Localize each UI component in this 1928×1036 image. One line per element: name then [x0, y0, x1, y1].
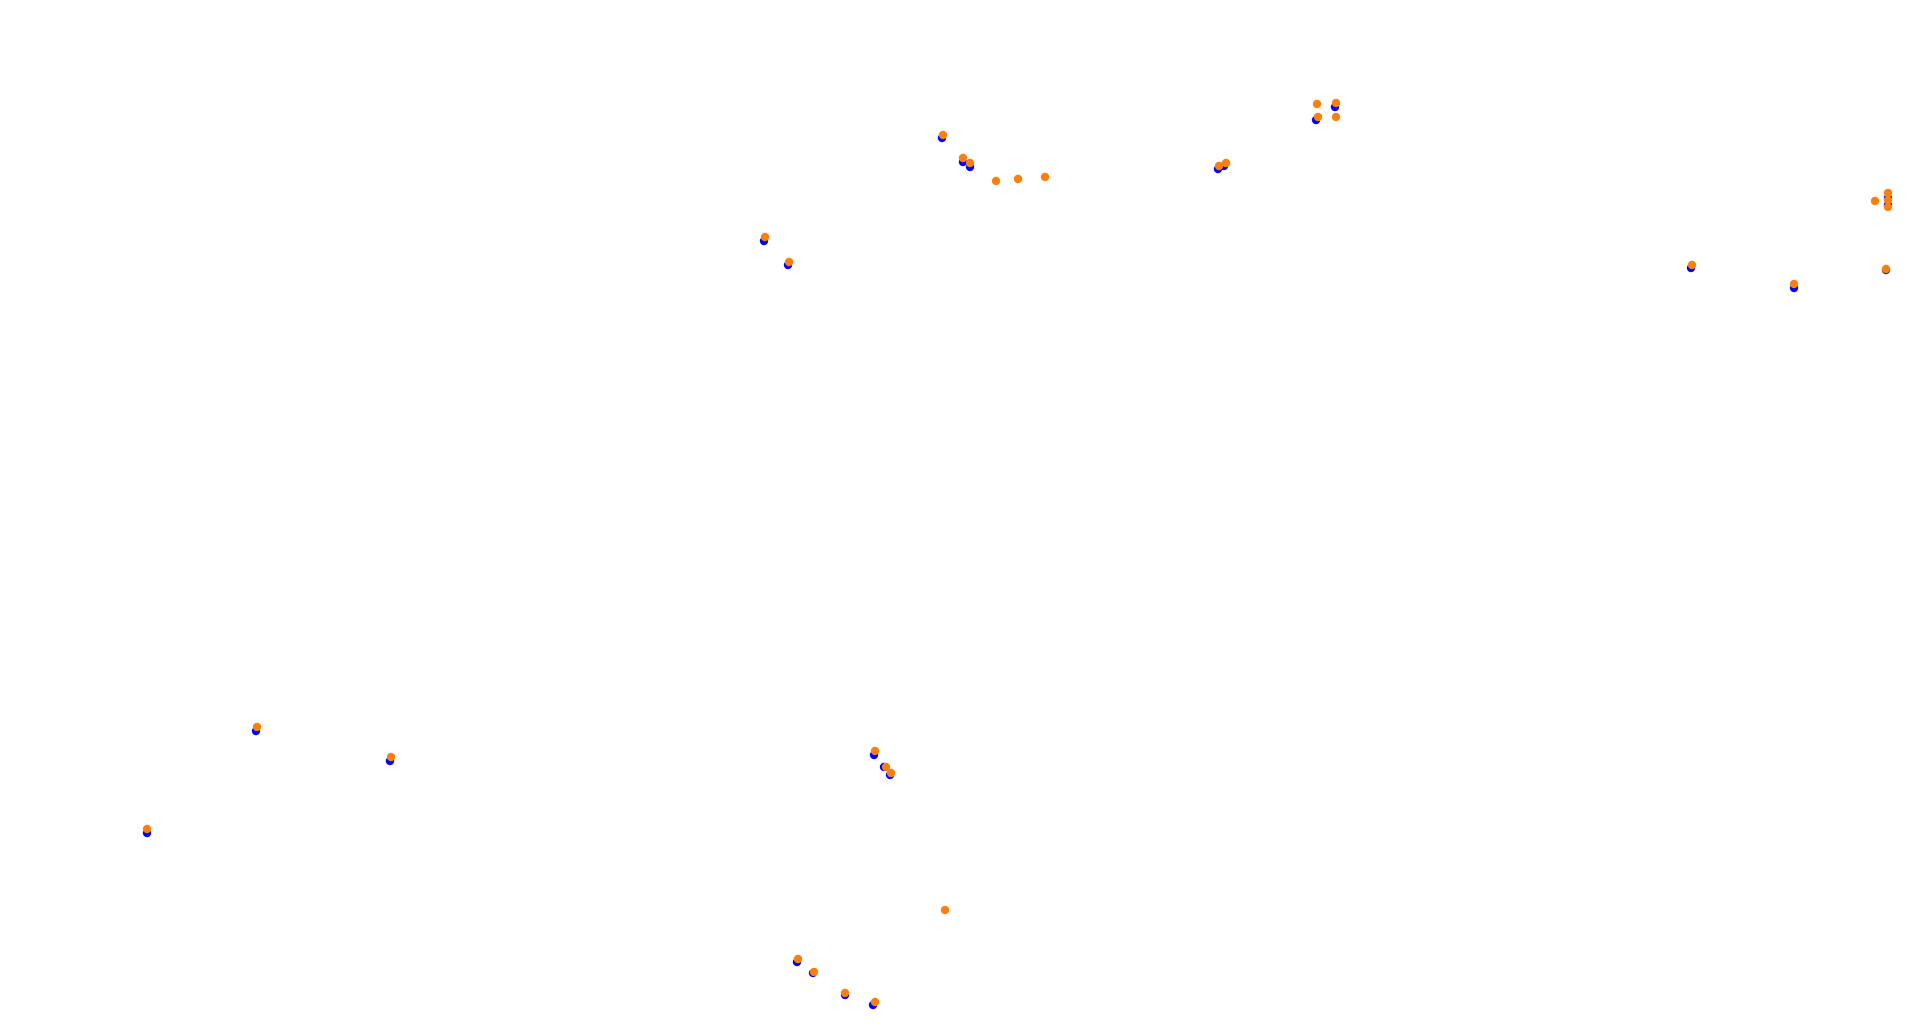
data-point-1-7	[965, 158, 975, 168]
data-point-1-30	[1883, 195, 1893, 205]
data-point-1-0	[142, 824, 152, 834]
data-point-1-17	[870, 746, 880, 756]
data-point-1-18	[881, 762, 891, 772]
data-point-1-12	[1221, 158, 1231, 168]
data-point-1-29	[1883, 188, 1893, 198]
data-point-1-13	[1312, 99, 1322, 109]
data-point-1-25	[1687, 260, 1697, 270]
data-point-1-23	[840, 988, 850, 998]
data-point-1-11	[1214, 161, 1224, 171]
data-point-1-28	[1881, 264, 1891, 274]
data-point-1-24	[870, 997, 880, 1007]
data-point-1-16	[1331, 112, 1341, 122]
data-point-1-31	[1883, 202, 1893, 212]
data-point-1-5	[938, 130, 948, 140]
data-point-1-20	[940, 905, 950, 915]
series-layer	[142, 98, 1893, 1010]
data-point-1-8	[991, 176, 1001, 186]
data-point-1-1	[252, 722, 262, 732]
data-point-1-22	[809, 967, 819, 977]
data-point-1-9	[1013, 174, 1023, 184]
data-point-1-6	[958, 153, 968, 163]
data-point-1-14	[1313, 112, 1323, 122]
data-point-1-26	[1789, 279, 1799, 289]
data-point-1-27	[1870, 196, 1880, 206]
data-point-1-19	[886, 768, 896, 778]
data-point-1-2	[386, 752, 396, 762]
data-point-1-21	[793, 954, 803, 964]
data-point-1-4	[784, 257, 794, 267]
data-point-1-3	[760, 232, 770, 242]
series-1	[142, 98, 1893, 1007]
data-point-1-15	[1331, 98, 1341, 108]
data-point-1-10	[1040, 172, 1050, 182]
